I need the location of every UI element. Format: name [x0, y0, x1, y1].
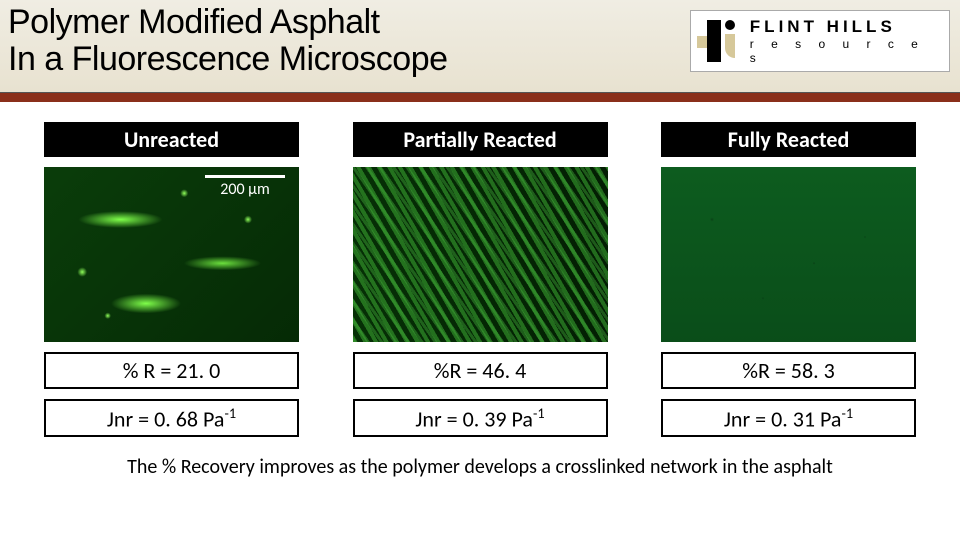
content-area: Unreacted 200 µm % R = 21. 0 Jnr = 0. 68 Pa… — [0, 102, 960, 479]
column-header: Partially Reacted — [353, 122, 608, 157]
column-row: Unreacted 200 µm % R = 21. 0 Jnr = 0. 68 Pa… — [44, 122, 916, 437]
header-band: Polymer Modified Asphalt In a Fluorescen… — [0, 0, 960, 92]
divider-bar — [0, 92, 960, 102]
column-0: Unreacted 200 µm % R = 21. 0 Jnr = 0. 68 Pa… — [44, 122, 299, 437]
brand-logo: FLINT HILLS r e s o u r c e s — [690, 10, 950, 72]
jnr-box: Jnr = 0. 68 Pa-1 — [44, 399, 299, 437]
column-1: Partially Reacted %R = 46. 4 Jnr = 0. 39 P… — [353, 122, 608, 437]
column-header: Unreacted — [44, 122, 299, 157]
jnr-box: Jnr = 0. 31 Pa-1 — [661, 399, 916, 437]
logo-text: FLINT HILLS r e s o u r c e s — [750, 17, 943, 65]
microscope-image — [661, 167, 916, 342]
percent-recovery-box: % R = 21. 0 — [44, 352, 299, 389]
scale-bar: 200 µm — [205, 175, 285, 199]
column-header: Fully Reacted — [661, 122, 916, 157]
percent-recovery-box: %R = 58. 3 — [661, 352, 916, 389]
jnr-box: Jnr = 0. 39 Pa-1 — [353, 399, 608, 437]
percent-recovery-box: %R = 46. 4 — [353, 352, 608, 389]
logo-mark-icon — [697, 18, 742, 64]
microscope-image: 200 µm — [44, 167, 299, 342]
column-2: Fully Reacted %R = 58. 3 Jnr = 0. 31 Pa-1 — [661, 122, 916, 437]
microscope-image — [353, 167, 608, 342]
footer-caption: The % Recovery improves as the polymer d… — [44, 455, 916, 479]
